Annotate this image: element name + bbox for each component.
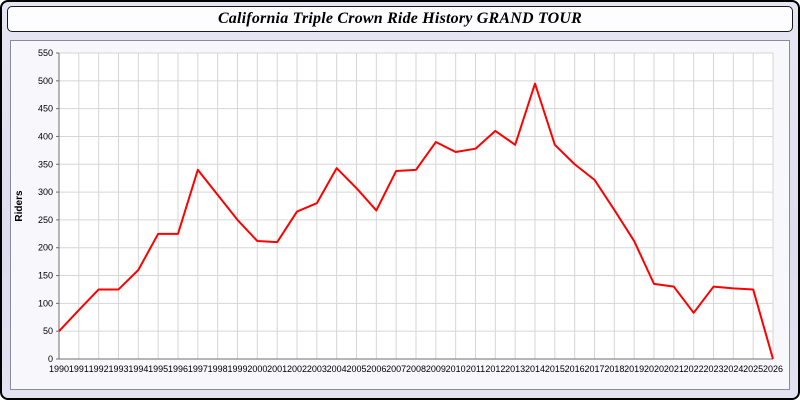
x-tick-label: 2010 [446,364,466,374]
x-tick-label: 2014 [525,364,545,374]
y-tick-label: 400 [38,131,53,141]
y-tick-label: 150 [38,271,53,281]
x-tick-label: 1990 [49,364,69,374]
x-tick-label: 1994 [128,364,148,374]
x-tick-label: 2024 [723,364,743,374]
y-tick-label: 100 [38,298,53,308]
x-tick-label: 2006 [366,364,386,374]
x-tick-label: 2003 [307,364,327,374]
x-tick-label: 1997 [188,364,208,374]
x-tick-label: 2002 [287,364,307,374]
x-tick-label: 2004 [327,364,347,374]
y-tick-label: 500 [38,76,53,86]
page-title: California Triple Crown Ride History GRA… [217,10,583,27]
x-tick-label: 2007 [386,364,406,374]
chart-panel: 1990 1991 1992 1993 1994 1995 1996 1997 1998 1999… [10,40,790,390]
x-tick-label: 1992 [89,364,109,374]
x-tick-label: 2018 [604,364,624,374]
x-tick-label: 2016 [565,364,585,374]
x-tick-label: 1998 [208,364,228,374]
x-tick-label: 2021 [664,364,684,374]
x-tick-label: 2009 [426,364,446,374]
x-tick-label: 2012 [485,364,505,374]
x-tick-label: 1995 [148,364,168,374]
x-tick-label: 2005 [346,364,366,374]
y-tick-label: 550 [38,48,53,58]
x-tick-label: 1999 [227,364,247,374]
x-tick-label: 2017 [584,364,604,374]
y-tick-label: 0 [48,354,53,364]
x-tick-label: 2019 [624,364,644,374]
ride-history-line-chart: 1990 1991 1992 1993 1994 1995 1996 1997 1998 1999… [14,48,783,374]
x-tick-label: 2000 [247,364,267,374]
y-tick-label: 300 [38,187,53,197]
title-bar: California Triple Crown Ride History GRA… [7,6,793,32]
y-tick-label: 200 [38,243,53,253]
x-tick-label: 2013 [505,364,525,374]
riders-series-line [58,82,774,360]
x-tick-label: 1991 [69,364,89,374]
y-tick-label: 250 [38,215,53,225]
y-axis-title: Riders [14,190,25,222]
x-tick-label: 2008 [406,364,426,374]
x-tick-label: 1993 [108,364,128,374]
x-tick-label: 1996 [168,364,188,374]
x-tick-label: 2011 [466,364,485,374]
x-tick-label: 2026 [763,364,783,374]
x-tick-label: 2001 [267,364,287,374]
y-tick-label: 350 [38,159,53,169]
x-tick-label: 2020 [644,364,664,374]
y-tick-label: 50 [43,326,53,336]
x-tick-label: 2023 [703,364,723,374]
y-tick-label: 450 [38,104,53,114]
x-tick-label: 2015 [545,364,565,374]
x-tick-label: 2025 [743,364,763,374]
x-tick-label: 2022 [684,364,704,374]
